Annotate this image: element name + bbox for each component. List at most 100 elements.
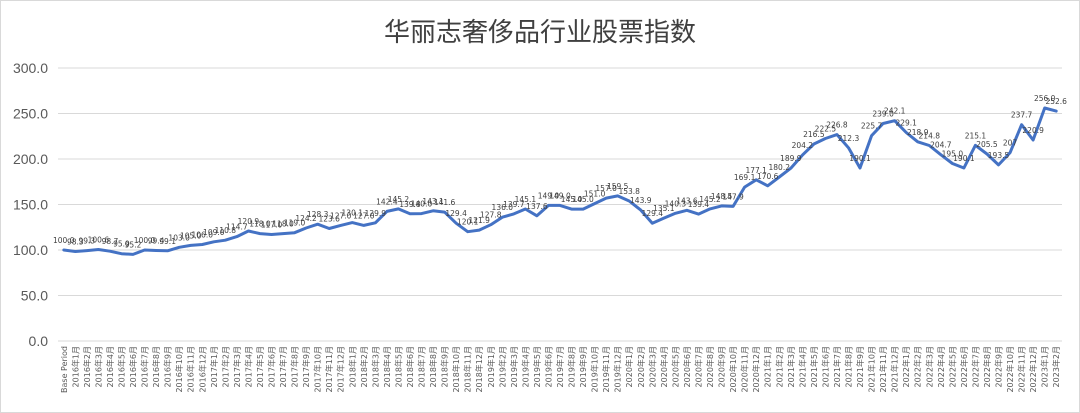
x-tick-label: 2022年10月 (1005, 346, 1015, 393)
data-label: 117.0 (261, 221, 283, 230)
data-label: 127.0 (330, 211, 352, 220)
data-label: 145.0 (561, 195, 583, 204)
x-tick-label: 2018年2月 (359, 346, 369, 387)
data-label: 226.8 (826, 121, 848, 130)
x-tick-label: 2017年2月 (220, 346, 230, 387)
x-tick-label: 2021年4月 (797, 346, 807, 387)
data-label: 121.9 (468, 216, 490, 225)
x-tick-label: 2019年5月 (532, 346, 542, 387)
data-label: 119.0 (284, 219, 306, 228)
x-tick-label: 2016年5月 (116, 346, 126, 387)
data-label: 139.7 (503, 200, 525, 209)
data-label: 222.5 (815, 125, 837, 134)
x-tick-label: 2018年6月 (405, 346, 415, 387)
x-tick-label: 2021年11月 (878, 346, 888, 393)
data-label: 118.0 (272, 220, 294, 229)
x-tick-label: 2016年9月 (163, 346, 173, 387)
x-tick-label: 2017年3月 (232, 346, 242, 387)
x-tick-label: 2019年8月 (567, 346, 577, 387)
x-tick-label: 2018年9月 (440, 346, 450, 387)
x-tick-label: 2018年7月 (417, 346, 427, 387)
data-label: 114.7 (226, 223, 248, 232)
x-tick-label: 2019年10月 (590, 346, 600, 393)
data-label: 98.3 (67, 238, 84, 247)
data-label: 189.9 (780, 154, 802, 163)
x-tick-label: 2016年11月 (186, 346, 196, 393)
x-tick-label: 2019年12月 (613, 346, 623, 393)
data-label: 149.0 (538, 191, 560, 200)
x-tick-label: 2019年1月 (486, 346, 496, 387)
data-label: 99.1 (159, 237, 176, 246)
data-label: 145.0 (572, 195, 594, 204)
x-tick-label: 2018年12月 (474, 346, 484, 393)
data-label: 216.5 (803, 130, 825, 139)
x-tick-label: 2022年5月 (947, 346, 957, 387)
data-label: 110.8 (215, 226, 237, 235)
x-tick-label: 2016年7月 (140, 346, 150, 387)
data-label: 225.7 (861, 122, 883, 131)
x-tick-label: 2018年8月 (428, 346, 438, 387)
data-label: 128.3 (307, 210, 329, 219)
data-label: 220.9 (1022, 126, 1044, 135)
x-tick-label: 2017年9月 (301, 346, 311, 387)
data-label: 95.2 (125, 240, 142, 249)
x-tick-label: 2017年5月 (255, 346, 265, 387)
data-label: 148.5 (711, 192, 733, 201)
data-label: 140.0 (411, 200, 433, 209)
data-label: 103.0 (168, 233, 190, 242)
x-tick-label: 2017年4月 (243, 346, 253, 387)
x-tick-label: 2016年10月 (174, 346, 184, 393)
data-label: 106.0 (192, 231, 214, 240)
x-tick-label: 2020年10月 (728, 346, 738, 393)
data-label: 229.1 (895, 119, 917, 128)
x-tick-label: 2022年3月 (924, 346, 934, 387)
y-tick-label: 50.0 (21, 288, 48, 304)
data-label: 99.3 (78, 237, 95, 246)
x-tick-label: 2018年3月 (370, 346, 380, 387)
x-tick-label: 2020年6月 (682, 346, 692, 387)
data-label: 218.9 (907, 128, 929, 137)
data-label: 207 (1003, 139, 1018, 148)
series-line-path (62, 106, 1058, 256)
chart-title: 华丽志奢侈品行业股票指数 (383, 18, 696, 48)
x-tick-label: 2019年4月 (520, 346, 530, 387)
data-label: 139.8 (399, 200, 421, 209)
data-label: 118.0 (249, 220, 271, 229)
data-label: 159.5 (607, 182, 629, 191)
data-label: 214.8 (919, 132, 941, 141)
x-tick-label: 2016年4月 (105, 346, 115, 387)
x-tick-label: 2020年1月 (624, 346, 634, 387)
data-label: 204.2 (792, 141, 814, 150)
data-label: 141.6 (434, 198, 456, 207)
data-label: 256.0 (1034, 94, 1056, 103)
x-tick-label: 2022年6月 (959, 346, 969, 387)
x-tick-label: 2017年1月 (209, 346, 219, 387)
x-tick-label: 2022年12月 (1028, 346, 1038, 393)
data-label: 170.6 (757, 172, 779, 181)
x-tick-label: 2019年6月 (543, 346, 553, 387)
data-label: 143.9 (630, 196, 652, 205)
data-label: 177.1 (745, 166, 767, 175)
x-tick-label: 2016年2月 (82, 346, 92, 387)
data-label: 147.9 (722, 192, 744, 201)
data-label: 151.0 (584, 190, 606, 199)
x-tick-label: 2017年11月 (324, 346, 334, 393)
data-label: 109.0 (203, 228, 225, 237)
y-tick-label: 250.0 (13, 106, 48, 122)
x-tick-label: 2016年3月 (93, 346, 103, 387)
x-tick-label: 2021年1月 (763, 346, 773, 387)
data-label: 153.8 (618, 187, 640, 196)
data-label: 145.2 (388, 195, 410, 204)
data-label: 143.6 (676, 196, 698, 205)
x-tick-label: 2021年10月 (867, 346, 877, 393)
x-tick-label: 2020年5月 (670, 346, 680, 387)
x-tick-label: 2017年8月 (290, 346, 300, 387)
x-tick-label: 2022年4月 (936, 346, 946, 387)
x-tick-label: 2020年4月 (659, 346, 669, 387)
x-tick-label: 2022年9月 (994, 346, 1004, 387)
x-tick-label: 2016年12月 (197, 346, 207, 393)
data-label: 212.3 (838, 134, 860, 143)
x-tick-label: 2021年5月 (809, 346, 819, 387)
x-tick-label: 2016年8月 (151, 346, 161, 387)
data-label: 100.0 (134, 236, 156, 245)
